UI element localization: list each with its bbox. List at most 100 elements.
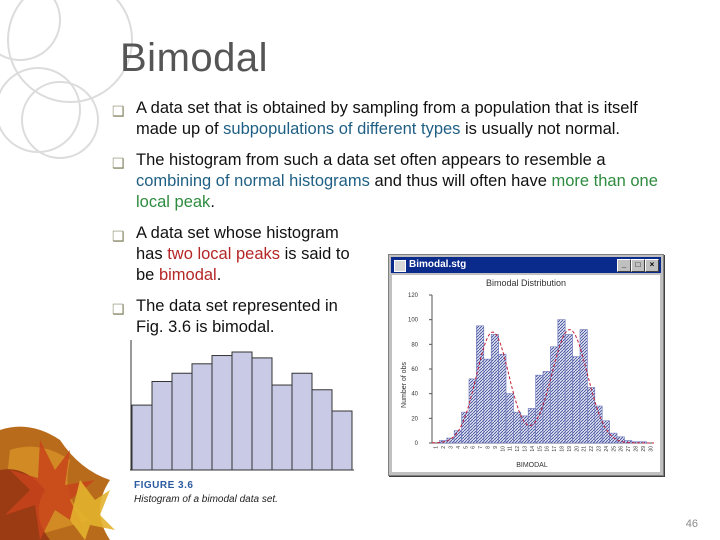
window-title: Bimodal.stg [409, 259, 467, 270]
x-tick-label: 6 [471, 446, 477, 449]
x-tick-label: 5 [463, 446, 469, 449]
chart-bar [616, 436, 625, 444]
x-tick-label: 2 [441, 446, 447, 449]
chart-bar [579, 329, 588, 444]
close-button[interactable]: × [645, 259, 659, 272]
chart-bar [483, 358, 492, 444]
statistics-window: Bimodal.stg _ □ × Bimodal Distribution 0… [388, 254, 664, 476]
chart-bar [505, 393, 514, 444]
maximize-button[interactable]: □ [631, 259, 645, 272]
chart-bar [587, 387, 596, 444]
bullet-text: A data set whose histogram has two local… [136, 224, 350, 284]
x-tick-label: 4 [456, 446, 462, 449]
figure-bar [311, 389, 333, 471]
y-axis-label: Number of obs [401, 362, 408, 408]
y-tick-label: 20 [411, 416, 418, 422]
figure-bar [231, 351, 253, 471]
chart-bar [542, 371, 551, 444]
y-tick-label: 80 [411, 342, 418, 348]
bullet-marker-icon: ❑ [112, 228, 125, 244]
chart-bar [453, 430, 462, 444]
window-system-icon[interactable] [394, 260, 406, 272]
x-tick-label: 16 [545, 446, 551, 452]
chart-bar [498, 353, 507, 444]
autumn-leaves-image [0, 426, 115, 540]
chart-bar [490, 334, 499, 444]
x-tick-label: 13 [523, 446, 529, 452]
figure-bar [291, 372, 313, 471]
x-tick-label: 9 [493, 446, 499, 449]
x-tick-label: 17 [552, 446, 558, 452]
x-tick-label: 30 [648, 446, 654, 452]
figure-label: FIGURE 3.6 [134, 480, 194, 491]
chart-bar [476, 325, 485, 444]
figure-3-6-histogram [130, 340, 354, 471]
x-tick-label: 14 [530, 446, 536, 452]
x-tick-label: 22 [589, 446, 595, 452]
chart-bar [572, 356, 581, 444]
chart-bar [557, 319, 566, 444]
bullet-marker-icon: ❑ [112, 155, 125, 171]
minimize-button[interactable]: _ [617, 259, 631, 272]
x-tick-label: 3 [449, 446, 455, 449]
chart-bars [439, 319, 647, 444]
bullet-item: ❑ The histogram from such a data set oft… [112, 150, 682, 213]
x-tick-label: 25 [611, 446, 617, 452]
chart-bar [564, 334, 573, 444]
page-number: 46 [685, 518, 698, 530]
x-tick-label: 29 [641, 446, 647, 452]
figure-bars [131, 351, 353, 471]
chart-bar [513, 411, 522, 444]
figure-bar [171, 372, 193, 471]
decorative-circles [0, 0, 133, 159]
chart-bar [468, 378, 477, 444]
y-tick-label: 0 [415, 441, 419, 447]
x-tick-label: 21 [582, 446, 588, 452]
figure-caption: FIGURE 3.6 Histogram of a bimodal data s… [134, 480, 278, 505]
bullet-marker-icon: ❑ [112, 301, 125, 317]
x-tick-label: 8 [486, 446, 492, 449]
y-tick-label: 40 [411, 392, 418, 398]
bullet-text: A data set that is obtained by sampling … [136, 99, 638, 138]
x-axis-label: BIMODAL [516, 462, 548, 469]
x-tick-label: 1 [434, 446, 440, 449]
x-tick-label: 20 [574, 446, 580, 452]
x-tick-label: 12 [515, 446, 521, 452]
chart-bar [520, 415, 529, 444]
bullet-text: The histogram from such a data set often… [136, 151, 658, 211]
x-tick-label: 27 [626, 446, 632, 452]
x-tick-label: 23 [597, 446, 603, 452]
y-tick-label: 100 [408, 318, 419, 324]
figure-bar [331, 410, 353, 471]
chart-title: Bimodal Distribution [485, 278, 567, 288]
x-tick-label: 26 [619, 446, 625, 452]
x-tick-label: 10 [500, 446, 506, 452]
figure-bar [211, 355, 233, 471]
x-tick-label: 28 [634, 446, 640, 452]
x-tick-label: 7 [478, 446, 484, 449]
figure-bar [151, 381, 173, 471]
x-tick-label: 15 [537, 446, 543, 452]
figure-bar [131, 404, 153, 471]
chart-bar [527, 408, 536, 444]
y-tick-label: 60 [411, 367, 418, 373]
x-tick-label: 24 [604, 446, 610, 452]
figure-bar [251, 357, 273, 471]
bullet-list: ❑ A data set that is obtained by samplin… [112, 98, 682, 348]
chart-bar [594, 405, 603, 444]
window-titlebar[interactable]: Bimodal.stg _ □ × [391, 257, 661, 273]
x-tick-label: 19 [567, 446, 573, 452]
normal-fit-curve [431, 329, 654, 444]
figure-bar [191, 363, 213, 471]
x-tick-labels: 1 2 3 4 5 6 7 8 9 10 11 12 13 14 15 16 17 18 19 20 21 22 23 24 2… [434, 446, 655, 452]
y-tick-label: 120 [408, 293, 419, 299]
slide-title: Bimodal [120, 36, 269, 80]
bullet-item: ❑ A data set that is obtained by samplin… [112, 98, 682, 140]
chart-bar [550, 346, 559, 444]
bullet-item: ❑ A data set whose histogram has two loc… [112, 223, 366, 286]
x-tick-label: 18 [560, 446, 566, 452]
chart-bar [601, 420, 610, 444]
